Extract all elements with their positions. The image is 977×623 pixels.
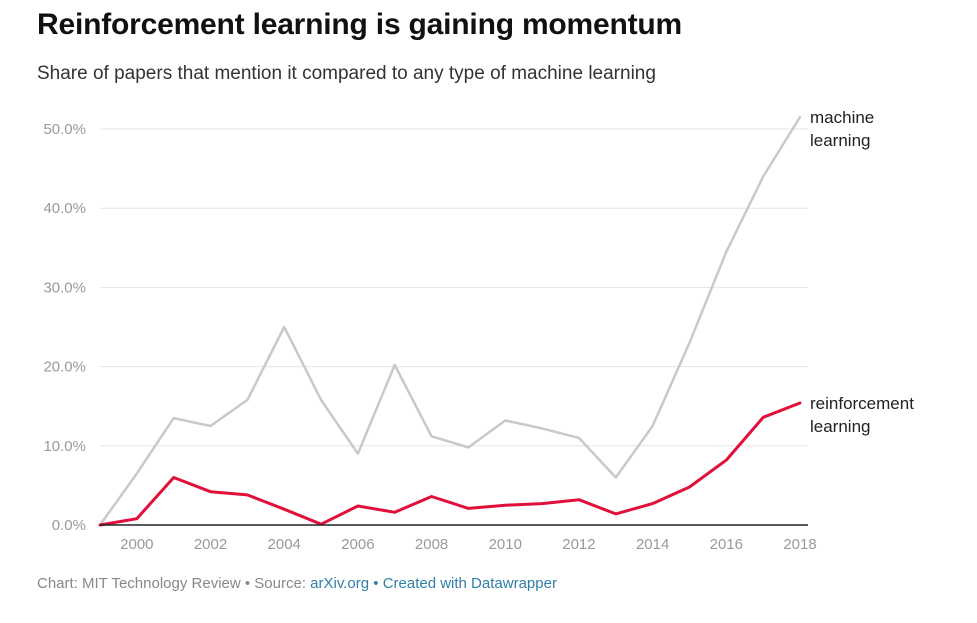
series-label-machine-learning: machine <box>810 108 874 127</box>
series-line-machine-learning <box>98 115 802 527</box>
x-tick-label: 2006 <box>341 536 374 553</box>
x-tick-label: 2004 <box>268 536 301 553</box>
y-axis-ticks: 0.0% 10.0% 20.0% 30.0% 40.0% 50.0% <box>43 121 86 534</box>
series-label-reinforcement-learning: reinforcement <box>810 394 914 413</box>
x-tick-label: 2002 <box>194 536 227 553</box>
y-tick-label: 30.0% <box>43 279 86 296</box>
x-tick-label: 2010 <box>489 536 522 553</box>
footer-separator: • <box>373 575 379 592</box>
y-tick-label: 10.0% <box>43 438 86 455</box>
x-tick-label: 2018 <box>783 536 816 553</box>
chart-subtitle: Share of papers that mention it compared… <box>37 63 656 84</box>
grid-lines <box>100 128 808 447</box>
series-lines <box>98 115 802 527</box>
y-tick-label: 50.0% <box>43 121 86 138</box>
datawrapper-link[interactable]: Created with Datawrapper <box>382 575 557 592</box>
y-tick-label: 0.0% <box>52 517 86 534</box>
series-line-reinforcement-learning <box>98 401 802 527</box>
x-tick-label: 2012 <box>562 536 595 553</box>
x-tick-label: 2008 <box>415 536 448 553</box>
x-tick-label: 2000 <box>120 536 153 553</box>
y-tick-label: 40.0% <box>43 200 86 217</box>
y-tick-label: 20.0% <box>43 359 86 376</box>
source-link[interactable]: arXiv.org <box>310 575 370 592</box>
series-label-reinforcement-learning: learning <box>810 417 871 436</box>
series-label-machine-learning: learning <box>810 131 871 150</box>
x-axis-ticks: 2000 2002 2004 2006 2008 2010 2012 2014 2016 2018 <box>120 536 817 553</box>
chart-title: Reinforcement learning is gaining moment… <box>37 8 683 41</box>
x-tick-label: 2014 <box>636 536 669 553</box>
x-tick-label: 2016 <box>710 536 743 553</box>
series-labels: machine learning reinforcement learning <box>810 108 914 436</box>
chart-credit: Chart: MIT Technology Review • Source: <box>37 575 306 592</box>
chart-footer: Chart: MIT Technology Review • Source: a… <box>37 575 557 592</box>
